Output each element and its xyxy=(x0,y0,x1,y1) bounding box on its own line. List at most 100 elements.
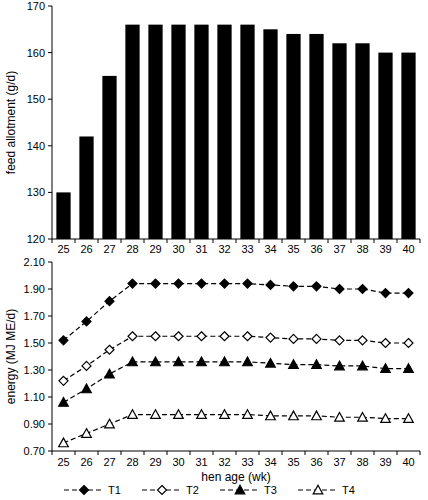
x-tick-label: 30 xyxy=(172,243,184,255)
y-tick-label: 150 xyxy=(27,93,45,105)
marker xyxy=(197,332,206,341)
marker xyxy=(381,339,390,348)
x-tick xyxy=(328,239,329,243)
x-tick xyxy=(420,451,421,455)
x-tick-label: 25 xyxy=(57,243,69,255)
marker xyxy=(105,297,114,306)
x-tick xyxy=(213,239,214,243)
x-tick-label: 38 xyxy=(356,456,368,468)
marker xyxy=(151,410,161,419)
marker xyxy=(312,282,321,291)
x-axis-title: hen age (wk) xyxy=(201,470,270,484)
x-tick xyxy=(52,239,53,243)
bar xyxy=(263,29,277,239)
marker xyxy=(128,332,137,341)
marker xyxy=(59,438,69,447)
y-tick-label: 170 xyxy=(27,0,45,12)
x-tick-label: 35 xyxy=(287,456,299,468)
series-line xyxy=(64,415,409,443)
x-tick xyxy=(351,451,352,455)
marker xyxy=(59,376,68,385)
y-tick-label: 140 xyxy=(27,140,45,152)
marker xyxy=(174,279,183,288)
marker xyxy=(381,364,391,373)
bar xyxy=(286,34,300,239)
x-tick xyxy=(144,451,145,455)
x-tick xyxy=(167,451,168,455)
y-tick xyxy=(48,6,52,7)
x-tick-label: 39 xyxy=(379,243,391,255)
x-tick xyxy=(236,451,237,455)
y-tick xyxy=(48,192,52,193)
marker xyxy=(197,410,207,419)
x-tick xyxy=(259,451,260,455)
marker xyxy=(82,317,91,326)
x-tick-label: 34 xyxy=(264,243,276,255)
marker xyxy=(335,285,344,294)
y-tick xyxy=(48,52,52,53)
series-line xyxy=(64,336,409,381)
bar xyxy=(332,43,346,239)
x-tick-label: 37 xyxy=(333,456,345,468)
x-tick-label: 31 xyxy=(195,243,207,255)
bar xyxy=(217,25,231,239)
x-tick-label: 33 xyxy=(241,243,253,255)
x-tick-label: 27 xyxy=(103,456,115,468)
y-tick xyxy=(48,262,52,263)
marker xyxy=(243,332,252,341)
marker xyxy=(105,345,114,354)
marker xyxy=(151,332,160,341)
x-tick-label: 28 xyxy=(126,456,138,468)
y-tick-label: 1.10 xyxy=(24,391,45,403)
marker xyxy=(404,414,414,423)
marker xyxy=(335,361,345,370)
x-tick xyxy=(374,239,375,243)
x-tick xyxy=(98,239,99,243)
marker xyxy=(335,336,344,345)
marker xyxy=(266,333,275,342)
marker xyxy=(220,357,230,366)
x-tick-label: 29 xyxy=(149,243,161,255)
bar xyxy=(171,25,185,239)
x-tick-label: 33 xyxy=(241,456,253,468)
marker xyxy=(266,411,276,420)
x-tick-label: 35 xyxy=(287,243,299,255)
y-tick-label: 160 xyxy=(27,47,45,59)
y-axis-title: feed allotment (g/d) xyxy=(4,71,18,174)
x-tick-label: 36 xyxy=(310,456,322,468)
marker xyxy=(243,357,253,366)
y-tick xyxy=(48,343,52,344)
marker xyxy=(381,289,390,298)
bar xyxy=(102,76,116,239)
marker xyxy=(220,332,229,341)
marker xyxy=(105,419,115,428)
y-tick-label: 1.50 xyxy=(24,337,45,349)
x-tick-label: 27 xyxy=(103,243,115,255)
marker xyxy=(381,414,391,423)
y-tick xyxy=(48,397,52,398)
marker xyxy=(128,410,138,419)
y-tick-label: 0.70 xyxy=(24,445,45,457)
marker xyxy=(335,412,345,421)
x-tick-label: 30 xyxy=(172,456,184,468)
bar xyxy=(309,34,323,239)
marker xyxy=(358,336,367,345)
x-tick xyxy=(213,451,214,455)
x-tick xyxy=(75,239,76,243)
marker xyxy=(220,410,230,419)
chart-bar: 1201301401501601702526272829303132333435… xyxy=(4,0,420,255)
legend-marker xyxy=(80,486,89,495)
bar xyxy=(378,53,392,239)
x-tick-label: 36 xyxy=(310,243,322,255)
x-tick xyxy=(75,451,76,455)
y-tick xyxy=(48,370,52,371)
marker xyxy=(404,339,413,348)
x-tick xyxy=(190,451,191,455)
bar xyxy=(79,136,93,239)
plot-area xyxy=(56,25,415,239)
marker xyxy=(312,411,322,420)
marker xyxy=(289,282,298,291)
marker xyxy=(128,357,138,366)
y-axis-title: energy (MJ ME/d) xyxy=(4,309,18,404)
x-tick xyxy=(52,451,53,455)
